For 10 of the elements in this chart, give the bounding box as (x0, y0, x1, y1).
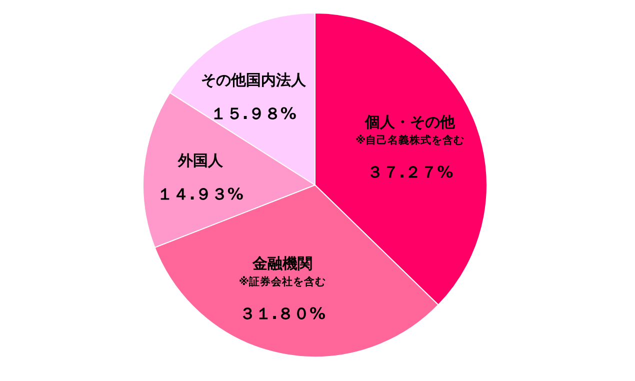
slice-label: 金融機関 (252, 254, 313, 272)
text: ※自己名義株式を含む (355, 134, 465, 147)
data-label: ３１.８０% (239, 304, 326, 323)
data-label: １４.９３% (157, 184, 244, 204)
slice-label: 外国人 (176, 151, 224, 170)
slice-label: 個人・その他 (364, 113, 456, 132)
data-label: ３７.２７% (367, 162, 454, 182)
slice-label: その他国内法人 (200, 71, 307, 90)
text: ※証券会社を含む (238, 276, 326, 288)
data-label: １５.９８% (210, 104, 296, 124)
